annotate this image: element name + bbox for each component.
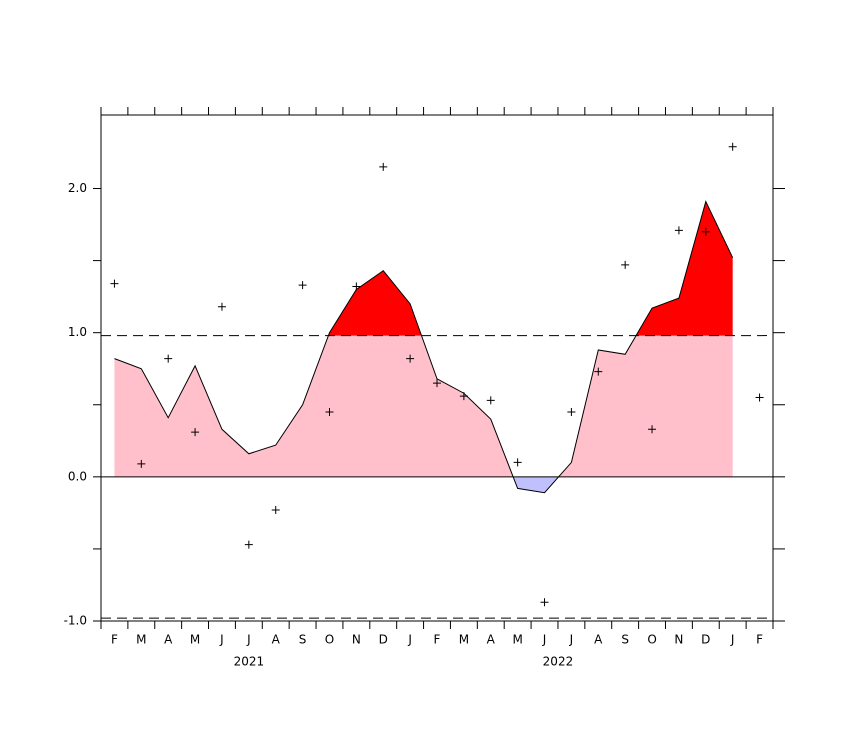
y-tick-label: 1.0: [68, 325, 87, 339]
area-positive: [114, 335, 733, 477]
cross-marker: [164, 354, 173, 363]
cross-marker: [137, 459, 146, 468]
cross-marker: [406, 354, 415, 363]
cross-marker: [648, 425, 657, 434]
x-tick-label: S: [621, 633, 629, 647]
x-tick-label: F: [756, 633, 763, 647]
cross-marker: [486, 396, 495, 405]
x-tick-label: M: [512, 633, 522, 647]
cross-marker: [594, 367, 603, 376]
x-tick-label: A: [164, 633, 173, 647]
y-tick-label: 2.0: [68, 181, 87, 195]
cross-marker: [110, 279, 119, 288]
cross-marker: [513, 458, 522, 467]
x-tick-label: J: [569, 633, 574, 647]
x-tick-label: N: [674, 633, 683, 647]
cross-marker: [728, 142, 737, 151]
x-tick-label: J: [246, 633, 251, 647]
smoothed-line: [114, 200, 734, 494]
x-tick-label: S: [299, 633, 307, 647]
x-tick-label: O: [647, 633, 656, 647]
cross-marker: [217, 302, 226, 311]
x-tick-label: F: [434, 633, 441, 647]
x-tick-label: O: [325, 633, 334, 647]
cross-marker: [298, 281, 307, 290]
x-tick-label: D: [701, 633, 710, 647]
cross-marker: [674, 226, 683, 235]
cross-marker: [433, 379, 441, 388]
x-tick-label: N: [352, 633, 361, 647]
cross-marker: [755, 393, 764, 402]
cross-marker: [567, 407, 576, 416]
cross-marker: [352, 282, 361, 291]
cross-marker: [191, 428, 200, 437]
plot-frame: [100, 114, 774, 622]
x-tick-label: J: [407, 633, 412, 647]
x-tick-label: D: [379, 633, 388, 647]
y-tick-label: -1.0: [64, 614, 87, 628]
x-tick-label: J: [542, 633, 547, 647]
area-above: [328, 201, 733, 336]
area-negative: [513, 476, 559, 493]
x-tick-label: J: [730, 633, 735, 647]
x-tick-label: M: [136, 633, 146, 647]
cross-marker: [271, 505, 280, 514]
x-tick-label: A: [487, 633, 496, 647]
x-tick-label: M: [459, 633, 469, 647]
cross-marker: [244, 540, 253, 549]
y-tick-label: 0.0: [68, 469, 87, 483]
x-tick-label: M: [190, 633, 200, 647]
cross-marker: [325, 407, 334, 416]
cross-marker: [540, 598, 549, 607]
cross-marker: [621, 260, 630, 269]
cross-marker: [379, 162, 388, 171]
year-label: 2022: [543, 655, 574, 669]
year-label: 2021: [234, 655, 265, 669]
cross-marker: [701, 227, 710, 236]
x-tick-label: F: [111, 633, 118, 647]
x-tick-label: A: [594, 633, 603, 647]
x-tick-label: A: [272, 633, 281, 647]
cross-marker: [459, 392, 468, 401]
x-tick-label: J: [219, 633, 224, 647]
